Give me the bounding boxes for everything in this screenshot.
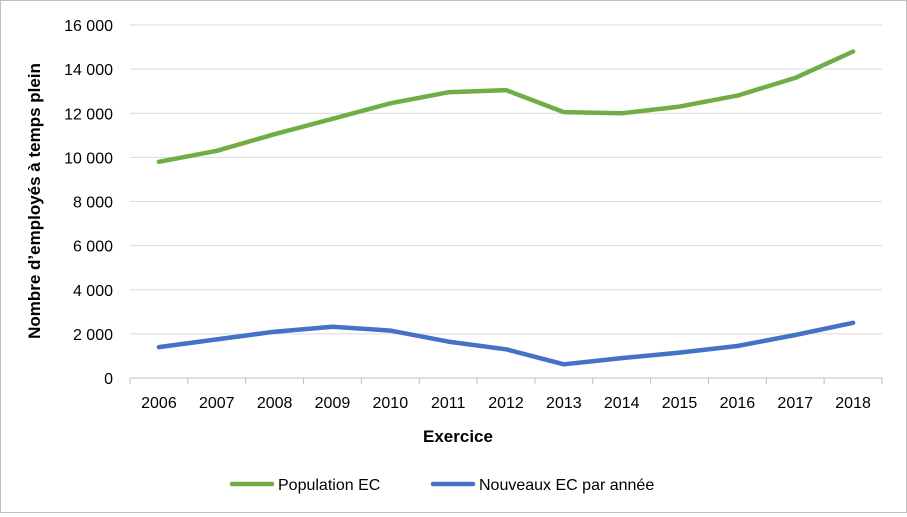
- x-tick-label: 2011: [431, 395, 466, 412]
- x-tick-label: 2008: [257, 395, 293, 412]
- series-lines: [156, 49, 856, 367]
- series-line-2: [156, 320, 856, 367]
- legend-label-1: Population EC: [278, 477, 380, 494]
- y-tick-labels: 0 2 000 4 000 6 000 8 000 10 000 12 000 14 000 1…: [64, 18, 113, 388]
- gridlines: [130, 24, 882, 335]
- y-tick-label: 0: [104, 371, 113, 388]
- x-tick-label: 2013: [546, 395, 582, 412]
- y-axis-title: Nombre d’employés à temps plein: [25, 63, 44, 339]
- legend: Population EC Nouveaux EC par année: [229, 477, 654, 494]
- x-axis-title: Exercice: [423, 427, 493, 446]
- x-tick-label: 2009: [315, 395, 351, 412]
- x-tick-labels: 2006 2007 2008 2009 2010 2011 2012 2013 2014 2015…: [141, 395, 871, 412]
- x-tick-label: 2010: [373, 395, 409, 412]
- x-tick-label: 2017: [777, 395, 813, 412]
- y-tick-label: 8 000: [73, 195, 113, 212]
- x-axis: [129, 377, 883, 384]
- y-tick-label: 14 000: [64, 62, 113, 79]
- y-tick-label: 12 000: [64, 106, 113, 123]
- series-line-1: [156, 49, 856, 165]
- x-tick-label: 2015: [662, 395, 698, 412]
- x-tick-label: 2012: [488, 395, 524, 412]
- y-tick-label: 4 000: [73, 283, 113, 300]
- y-tick-label: 6 000: [73, 239, 113, 256]
- x-tick-label: 2014: [604, 395, 640, 412]
- y-tick-label: 16 000: [64, 18, 113, 35]
- x-tick-label: 2007: [199, 395, 235, 412]
- x-tick-label: 2006: [141, 395, 177, 412]
- y-tick-label: 2 000: [73, 327, 113, 344]
- y-tick-label: 10 000: [64, 150, 113, 167]
- x-tick-label: 2016: [720, 395, 756, 412]
- legend-label-2: Nouveaux EC par année: [479, 477, 654, 494]
- x-tick-label: 2018: [835, 395, 871, 412]
